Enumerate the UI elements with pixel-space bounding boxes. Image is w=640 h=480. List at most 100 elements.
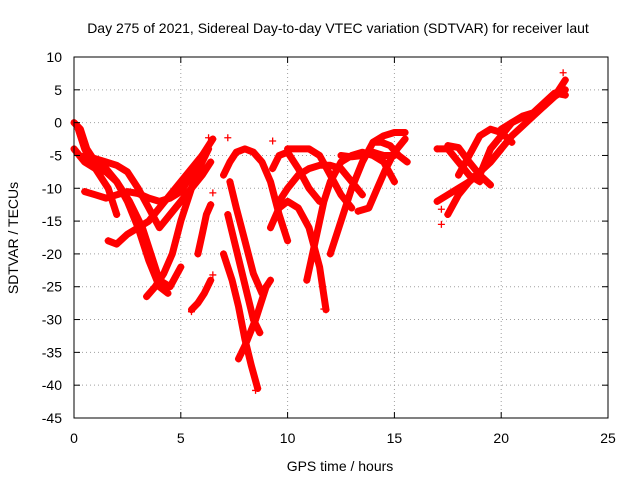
x-tick-label: 10 [280, 430, 296, 446]
y-tick-label: -25 [42, 279, 62, 295]
series-start-marker [267, 224, 275, 232]
series-start-marker [444, 142, 452, 150]
series-arc-30 [497, 89, 569, 133]
series-end-marker [316, 197, 324, 205]
y-axis-label: SDTVAR / TECUs [5, 182, 21, 294]
series-arc-18 [284, 145, 356, 212]
series-end-marker [262, 283, 270, 291]
series-end-marker [209, 135, 217, 143]
data-point-marker [437, 220, 445, 228]
series-start-marker [220, 250, 228, 258]
x-tick-label: 20 [493, 430, 509, 446]
series-end-marker [390, 151, 398, 159]
series-arc-11 [220, 145, 292, 245]
series-start-marker [433, 197, 441, 205]
series-start-marker [303, 276, 311, 284]
x-tick-label: 25 [600, 430, 616, 446]
series-arc-9 [194, 201, 215, 258]
series-start-marker [433, 145, 441, 153]
y-tick-label: -10 [42, 180, 62, 196]
series-end-marker [508, 138, 516, 146]
series-start-marker [354, 207, 362, 215]
series-start-marker [454, 171, 462, 179]
series-start-marker [194, 250, 202, 258]
series-arc-6 [104, 152, 206, 248]
data-point-marker [269, 137, 277, 145]
series-end-marker [207, 201, 215, 209]
series-end-marker [207, 276, 215, 284]
data-point-marker [224, 134, 232, 142]
series-start-marker [444, 211, 452, 219]
series-start-marker [226, 178, 234, 186]
series-start-marker [220, 171, 228, 179]
series-start-marker [81, 151, 89, 159]
series-start-marker [326, 250, 334, 258]
data-point-marker [559, 69, 567, 77]
y-tick-label: -20 [42, 246, 62, 262]
y-tick-label: -40 [42, 377, 62, 393]
series-start-marker [234, 355, 242, 363]
series-end-marker [403, 158, 411, 166]
y-tick-label: 0 [54, 115, 62, 131]
chart-title: Day 275 of 2021, Sidereal Day-to-day VTE… [87, 20, 589, 36]
series-end-marker [487, 181, 495, 189]
series-start-marker [476, 171, 484, 179]
series-start-marker [369, 138, 377, 146]
y-tick-label: -5 [50, 147, 63, 163]
series-end-marker [198, 151, 206, 159]
data-series [70, 76, 569, 392]
y-tick-label: -45 [42, 410, 62, 426]
series-end-marker [348, 204, 356, 212]
series-start-marker [143, 293, 151, 301]
data-points [70, 69, 569, 394]
series-start-marker [275, 197, 283, 205]
series-arc-15 [267, 197, 330, 314]
series-end-marker [254, 384, 262, 392]
series-start-marker [104, 237, 112, 245]
series-end-marker [561, 76, 569, 84]
y-tick-label: -35 [42, 344, 62, 360]
x-tick-label: 15 [387, 430, 403, 446]
series-end-marker [205, 145, 213, 153]
series-start-marker [284, 145, 292, 153]
series-start-marker [187, 306, 195, 314]
y-tick-label: -30 [42, 312, 62, 328]
data-point-marker [209, 271, 217, 279]
series-start-marker [337, 151, 345, 159]
y-tick-label: 5 [54, 82, 62, 98]
series-end-marker [322, 306, 330, 314]
series-end-marker [497, 145, 505, 153]
series-end-marker [358, 191, 366, 199]
series-end-marker [164, 289, 172, 297]
series-arc-17 [275, 161, 366, 205]
x-axis-label: GPS time / hours [287, 458, 394, 474]
data-point-marker [205, 134, 213, 142]
series-start-marker [269, 165, 277, 173]
series-arc-21 [337, 148, 398, 161]
series-start-marker [81, 188, 89, 196]
series-arc-23 [369, 138, 411, 166]
x-tick-label: 5 [177, 430, 185, 446]
series-start-marker [224, 211, 232, 219]
series-end-marker [177, 263, 185, 271]
x-tick-label: 0 [70, 430, 78, 446]
series-end-marker [267, 276, 275, 284]
data-point-marker [437, 205, 445, 213]
axes: 0 5 10 15 20 25 10 5 0 -5 -10 -15 -20 -25 -30 -35 -40 -45 [42, 49, 616, 446]
series-end-marker [256, 329, 264, 337]
series-arc-16 [269, 148, 324, 205]
series-arc-7 [143, 145, 213, 301]
series-start-marker [74, 125, 82, 133]
series-end-marker [390, 178, 398, 186]
series-end-marker [284, 237, 292, 245]
series-arc-10 [220, 250, 262, 392]
y-tick-label: -15 [42, 213, 62, 229]
y-tick-label: 10 [46, 49, 62, 65]
series-end-marker [113, 211, 121, 219]
plot-frame [73, 56, 609, 419]
series-arc-5 [81, 135, 217, 205]
series-end-marker [401, 135, 409, 143]
data-point-marker [209, 189, 217, 197]
